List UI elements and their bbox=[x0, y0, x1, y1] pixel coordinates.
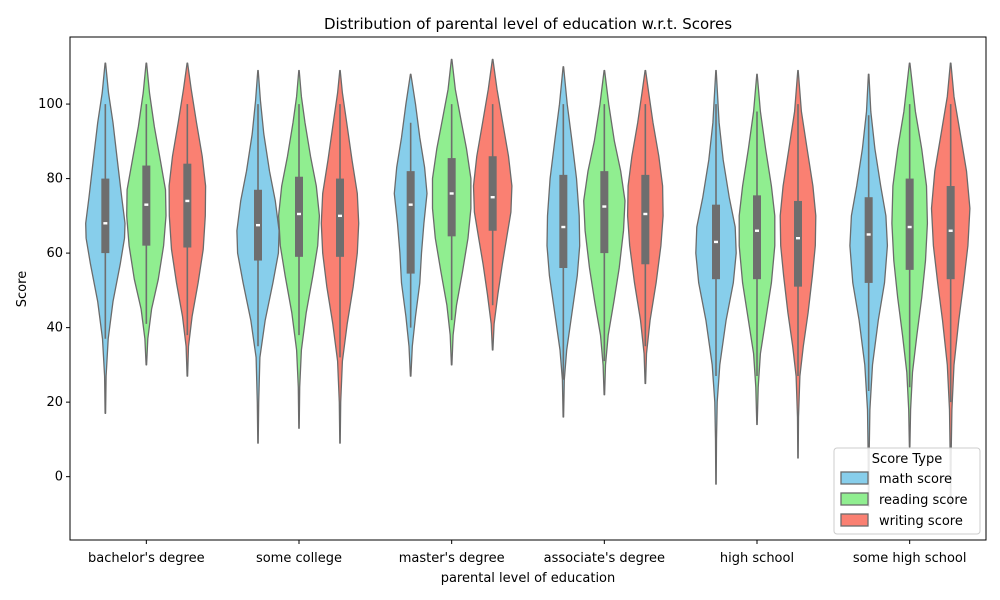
violin-iqr-box bbox=[946, 186, 955, 280]
y-tick-label: 40 bbox=[46, 321, 63, 336]
plot-frame bbox=[69, 36, 987, 541]
violin-median bbox=[449, 192, 454, 195]
x-tick-label: bachelor's degree bbox=[88, 551, 205, 566]
violin-median bbox=[866, 233, 871, 236]
legend-items: math score reading score writing score bbox=[840, 471, 967, 529]
violin-iqr-box bbox=[295, 176, 303, 257]
y-tick-label: 100 bbox=[38, 97, 63, 112]
violin-median bbox=[256, 223, 260, 227]
y-tick-label: 60 bbox=[46, 246, 63, 261]
y-tick-label: 80 bbox=[46, 172, 63, 187]
x-tick-label: master's degree bbox=[399, 551, 505, 566]
violin-median bbox=[643, 212, 648, 216]
violin-median bbox=[408, 203, 413, 206]
violin-iqr-box bbox=[641, 174, 650, 265]
legend-swatch-2 bbox=[840, 513, 869, 527]
legend-frame bbox=[833, 447, 981, 535]
y-axis-label: Score bbox=[15, 271, 30, 307]
violins-layer bbox=[85, 58, 971, 508]
violin-iqr-box bbox=[864, 197, 873, 283]
x-tick-label: high school bbox=[720, 551, 794, 566]
violin-iqr-box bbox=[600, 171, 609, 254]
violin-median bbox=[561, 225, 566, 229]
x-axis-label: parental level of education bbox=[441, 571, 616, 586]
x-tick-label: some college bbox=[256, 551, 342, 566]
chart-title: Distribution of parental level of educat… bbox=[324, 15, 732, 33]
violin-median bbox=[796, 237, 800, 240]
violin-iqr-box bbox=[753, 195, 761, 280]
x-tick-label: some high school bbox=[853, 551, 967, 566]
legend-label-1: reading score bbox=[879, 493, 967, 508]
violin-median bbox=[755, 229, 759, 232]
violin-median bbox=[338, 214, 342, 218]
y-tick-label: 0 bbox=[55, 470, 63, 485]
violin-median bbox=[602, 205, 607, 208]
x-tick-label: associate's degree bbox=[544, 551, 665, 566]
legend-label-0: math score bbox=[879, 472, 952, 487]
violin-iqr-box bbox=[488, 156, 497, 231]
violin-iqr-box bbox=[559, 174, 568, 269]
y-tick-label: 20 bbox=[46, 395, 63, 410]
legend-label-2: writing score bbox=[879, 514, 963, 529]
violin-median bbox=[490, 196, 495, 199]
x-axis: bachelor's degree some college master's de… bbox=[88, 540, 967, 566]
violin-iqr-box bbox=[336, 178, 344, 257]
violin-iqr-box bbox=[183, 163, 192, 248]
violin-median bbox=[297, 212, 301, 216]
violin-iqr-box bbox=[447, 158, 456, 237]
violin-median bbox=[144, 203, 149, 206]
violin-iqr-box bbox=[905, 178, 914, 270]
violin-iqr-box bbox=[406, 171, 415, 274]
violin-median bbox=[907, 225, 912, 229]
violin-median bbox=[714, 240, 718, 244]
violin-median bbox=[948, 229, 953, 232]
violin-iqr-box bbox=[794, 200, 802, 287]
violin-median bbox=[185, 199, 190, 203]
legend-swatch-1 bbox=[840, 492, 869, 506]
y-axis: 0 20 40 60 80 100 bbox=[38, 97, 70, 485]
legend: Score Type math score reading score writin… bbox=[833, 447, 981, 535]
legend-title: Score Type bbox=[872, 452, 942, 467]
violin-median bbox=[103, 222, 108, 225]
legend-swatch-0 bbox=[840, 471, 869, 485]
violin-iqr-box bbox=[101, 178, 110, 254]
